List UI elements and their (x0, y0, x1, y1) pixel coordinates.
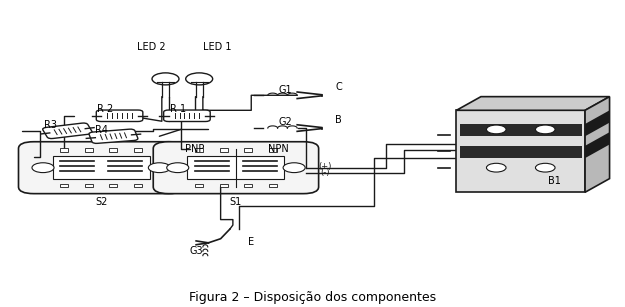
Text: B1: B1 (548, 176, 561, 186)
Bar (109, 184, 118, 187)
Circle shape (536, 163, 555, 172)
Text: (-): (-) (320, 168, 329, 177)
Bar (456, 110, 585, 192)
Polygon shape (456, 97, 609, 110)
Circle shape (486, 163, 506, 172)
Polygon shape (585, 110, 609, 136)
FancyBboxPatch shape (89, 129, 138, 143)
Bar (195, 184, 203, 187)
Bar (220, 148, 228, 152)
Bar (269, 148, 277, 152)
Bar (61, 184, 68, 187)
Text: NPN: NPN (269, 144, 289, 154)
Text: (+): (+) (318, 162, 331, 171)
Bar (85, 148, 93, 152)
Text: R4: R4 (95, 125, 108, 135)
Circle shape (32, 163, 54, 173)
Bar (134, 148, 142, 152)
Bar (52, 156, 150, 179)
Bar (244, 148, 252, 152)
Bar (61, 148, 68, 152)
FancyBboxPatch shape (153, 142, 319, 194)
Text: G3: G3 (189, 246, 203, 256)
Circle shape (186, 73, 213, 85)
Circle shape (148, 163, 171, 173)
Text: PNP: PNP (185, 144, 204, 154)
Circle shape (536, 125, 555, 134)
Text: Figura 2 – Disposição dos componentes: Figura 2 – Disposição dos componentes (189, 291, 436, 304)
Bar (85, 184, 93, 187)
Bar (195, 148, 203, 152)
Text: LED 2: LED 2 (137, 42, 166, 52)
Text: E: E (248, 237, 254, 247)
FancyBboxPatch shape (19, 142, 184, 194)
Circle shape (283, 163, 305, 173)
Bar (269, 184, 277, 187)
Text: G2: G2 (278, 117, 292, 127)
Text: S1: S1 (230, 197, 242, 207)
Text: C: C (336, 82, 342, 92)
Bar (244, 184, 252, 187)
Text: S2: S2 (95, 197, 108, 207)
FancyBboxPatch shape (164, 110, 210, 122)
Text: G1: G1 (278, 84, 292, 95)
Bar (459, 124, 582, 136)
Circle shape (152, 73, 179, 85)
Circle shape (486, 125, 506, 134)
Text: R3: R3 (44, 119, 57, 130)
Polygon shape (585, 132, 609, 158)
Bar (188, 156, 284, 179)
Text: B: B (336, 115, 342, 125)
Bar (220, 184, 228, 187)
Text: R 2: R 2 (98, 104, 114, 114)
FancyBboxPatch shape (96, 110, 143, 122)
Bar (459, 146, 582, 158)
Bar (134, 184, 142, 187)
Polygon shape (585, 97, 609, 192)
Circle shape (167, 163, 189, 173)
Text: R 1: R 1 (170, 104, 186, 114)
Bar (109, 148, 118, 152)
FancyBboxPatch shape (42, 123, 92, 138)
Text: LED 1: LED 1 (203, 42, 232, 52)
